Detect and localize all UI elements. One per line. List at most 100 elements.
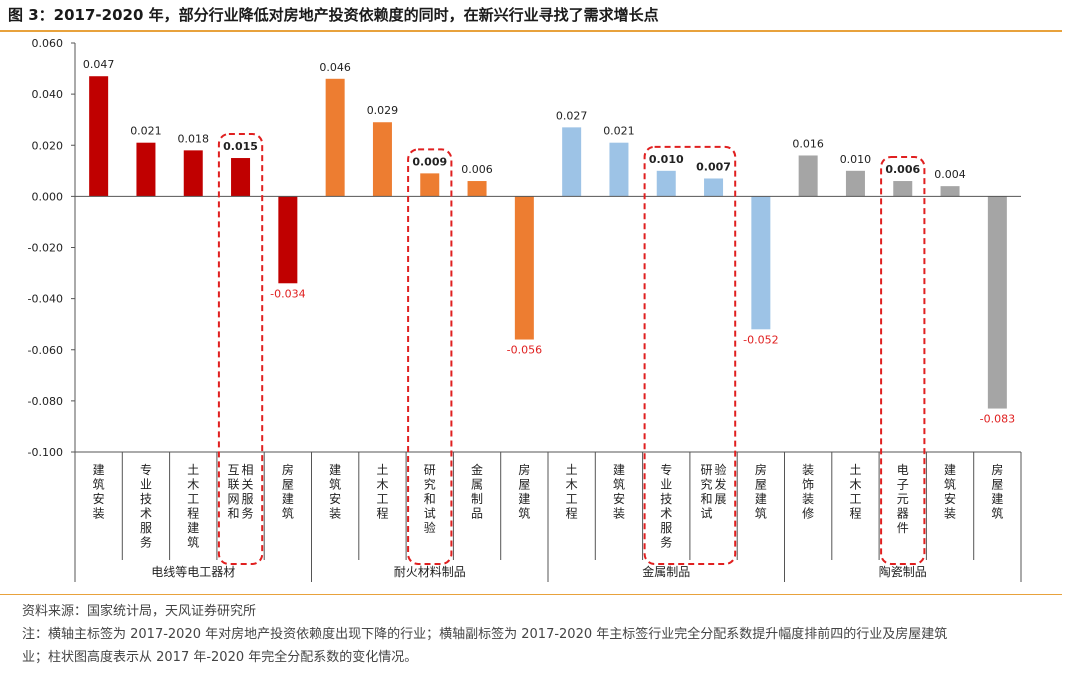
category-label-char: 验 [715, 462, 727, 477]
category-label-char: 和 [424, 492, 436, 506]
category-label-char: 研 [701, 463, 713, 477]
bar [514, 196, 534, 340]
data-label: 0.046 [319, 61, 351, 74]
bar [278, 196, 298, 284]
data-label: -0.052 [743, 333, 778, 346]
data-label: 0.016 [792, 137, 824, 150]
group-label: 电线等电工器材 [151, 565, 235, 579]
bar [704, 178, 724, 197]
category-label-char: 试 [701, 506, 713, 521]
bar [562, 127, 582, 197]
group-label: 金属制品 [642, 564, 690, 579]
category-label-char: 安 [329, 491, 341, 506]
data-label: 0.047 [83, 58, 115, 71]
y-axis: 0.060 0.040 0.020 0.000 -0.020 -0.040 -0.060 -0… [28, 37, 76, 459]
category-label-char: 木 [187, 478, 199, 492]
category-label-char: 建 [755, 492, 767, 506]
category-label-char: 试 [424, 506, 436, 521]
data-label: 0.007 [696, 160, 731, 173]
category-label-char: 电 [897, 463, 909, 477]
title-rule [0, 30, 1062, 32]
data-label: 0.029 [367, 104, 399, 117]
category-label-char: 技 [140, 492, 152, 506]
y-tick-label: 0.000 [32, 190, 64, 203]
category-label-char: 筑 [93, 477, 105, 492]
highlight-box [880, 156, 926, 565]
bottom-rule [0, 594, 1062, 595]
category-label-char: 筑 [518, 506, 530, 521]
category-label-char: 工 [566, 492, 578, 506]
category-label-char: 筑 [282, 506, 294, 521]
y-tick-label: 0.040 [32, 88, 64, 101]
data-label: 0.010 [840, 153, 872, 166]
data-label: 0.009 [412, 155, 447, 168]
bar [89, 76, 109, 197]
category-label-char: 元 [897, 492, 909, 506]
category-label-char: 子 [897, 478, 909, 492]
category-label-char: 木 [849, 478, 861, 492]
category-label-char: 建 [518, 492, 530, 506]
data-label: 0.027 [556, 109, 588, 122]
data-label: 0.018 [178, 132, 210, 145]
category-label-char: 和 [701, 492, 713, 506]
category-label-char: 发 [715, 477, 727, 492]
category-label-char: 土 [187, 463, 199, 477]
category-label-char: 术 [660, 507, 672, 521]
category-label-char: 木 [376, 478, 388, 492]
bar [136, 142, 156, 197]
category-label-char: 务 [140, 535, 152, 550]
group-label: 耐火材料制品 [394, 565, 466, 579]
data-label: 0.021 [130, 125, 162, 138]
category-label-char: 件 [897, 521, 909, 535]
category-label-char: 筑 [329, 477, 341, 492]
category-label-char: 展 [715, 492, 727, 506]
y-tick-label: -0.040 [28, 293, 63, 306]
category-label-char: 和 [228, 507, 240, 521]
highlight-box [643, 145, 737, 565]
category-label-char: 房 [755, 462, 767, 477]
bar [940, 186, 960, 197]
note-line-2: 业；柱状图高度表示从 2017 年-2020 年完全分配系数的变化情况。 [22, 650, 418, 665]
category-label-char: 建 [944, 463, 956, 477]
category-label-char: 装 [802, 492, 814, 506]
category-label-char: 屋 [282, 478, 294, 492]
highlight-boxes [217, 133, 926, 566]
category-label-char: 互 [228, 463, 240, 477]
category-label-char: 建 [613, 463, 625, 477]
category-label-char: 建 [282, 492, 294, 506]
category-label-char: 工 [187, 492, 199, 506]
category-label-char: 技 [660, 492, 672, 506]
y-tick-label: 0.020 [32, 139, 64, 152]
category-label-char: 房 [518, 462, 530, 477]
highlight-box [217, 133, 264, 565]
category-label-char: 装 [93, 507, 105, 521]
data-label: -0.083 [980, 413, 1015, 426]
category-label-char: 金 [471, 462, 483, 477]
bar [183, 150, 203, 197]
category-label-char: 土 [566, 463, 578, 477]
bar [987, 196, 1007, 409]
category-label-char: 属 [471, 478, 483, 492]
bar [609, 142, 629, 197]
category-label-char: 联 [228, 478, 240, 492]
category-label-char: 术 [140, 507, 152, 521]
category-label-char: 建 [329, 463, 341, 477]
category-label-char: 服 [660, 521, 672, 535]
bar [893, 181, 913, 197]
category-label-char: 筑 [991, 506, 1003, 521]
category-label-char: 服 [242, 492, 254, 506]
category-label-char: 安 [93, 491, 105, 506]
category-label-char: 筑 [613, 477, 625, 492]
group-label: 陶瓷制品 [879, 564, 927, 579]
data-label: 0.004 [934, 168, 966, 181]
category-label-char: 安 [613, 491, 625, 506]
bar [372, 122, 392, 197]
data-label: -0.056 [507, 344, 542, 357]
y-tick-label: -0.080 [28, 395, 63, 408]
category-label-char: 装 [329, 507, 341, 521]
bar-chart: 0.060 0.040 0.020 0.000 -0.020 -0.040 -0.060 -0… [28, 37, 1022, 582]
category-label-char: 房 [991, 462, 1003, 477]
source-text: 资料来源：国家统计局，天风证券研究所 [22, 604, 257, 619]
category-label-char: 屋 [518, 478, 530, 492]
category-label-char: 建 [187, 521, 199, 535]
